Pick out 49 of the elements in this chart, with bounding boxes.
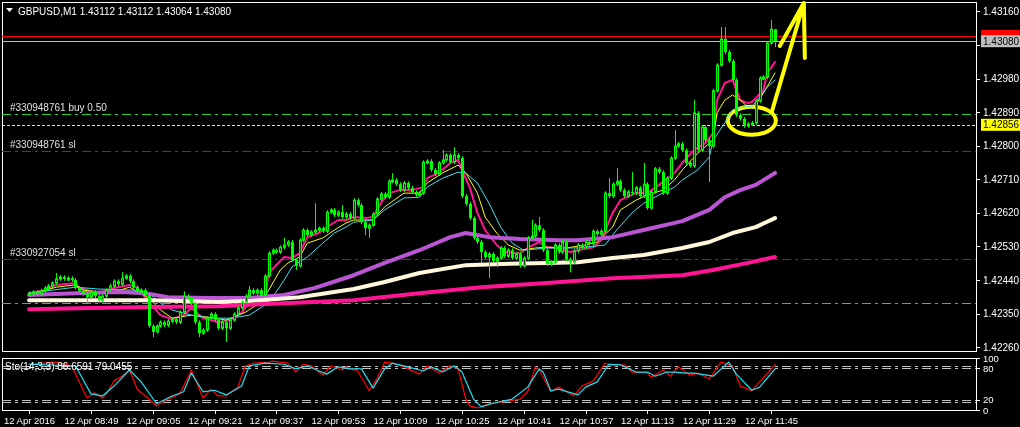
x-tick-label: 12 Apr 08:49 (64, 415, 119, 426)
candlestick (488, 251, 491, 279)
y-tick-label: 100 (983, 352, 999, 364)
candlestick (326, 209, 329, 234)
y-tick-label: 1.42980 (983, 73, 1020, 85)
y-tick-label: 1.42440 (983, 274, 1020, 286)
y-tick-label: 1.42620 (983, 207, 1020, 219)
y-tick-label: 1.43160 (983, 5, 1020, 17)
x-tick-label: 12 Apr 10:25 (435, 415, 490, 426)
ref-line-label: #330948761 buy 0.50 (10, 101, 108, 113)
y-tick-label: 1.42710 (983, 173, 1020, 185)
candlestick (554, 242, 557, 265)
y-tick-label: 20 (983, 394, 994, 406)
candlestick (480, 239, 483, 264)
y-tick-label: 0 (983, 404, 989, 416)
x-tick-label: 12 Apr 09:05 (126, 415, 181, 426)
x-tick-label: 12 Apr 10:41 (497, 415, 552, 426)
candlestick (314, 202, 317, 235)
y-tick-label: 1.42800 (983, 140, 1020, 152)
candlestick (631, 171, 634, 196)
ref-line-label: #330927054 sl (10, 246, 76, 258)
y-tick-label: 1.42890 (983, 106, 1020, 118)
x-tick-label: 12 Apr 10:09 (373, 415, 428, 426)
candlestick (291, 239, 294, 263)
x-tick-label: 12 Apr 09:37 (249, 415, 304, 426)
candlestick (194, 300, 197, 325)
candlestick (662, 169, 665, 196)
y-tick-label: 1.42350 (983, 308, 1020, 320)
ref-line-label: #330948761 sl (10, 138, 76, 150)
y-tick-label: 1.42530 (983, 240, 1020, 252)
candlestick (360, 202, 363, 225)
x-tick-label: 12 Apr 11:45 (744, 415, 799, 426)
x-tick-label: 12 Apr 09:53 (311, 415, 366, 426)
candlestick (353, 197, 356, 221)
x-tick-label: 12 Apr 11:13 (620, 415, 675, 426)
x-tick-label: 12 Apr 10:57 (559, 415, 614, 426)
ref-line-label: 1.43080 (983, 35, 1020, 47)
candlestick (565, 239, 568, 262)
x-tick-label: 12 Apr 09:21 (188, 415, 243, 426)
x-tick-label: 12 Apr 11:29 (682, 415, 737, 426)
x-tick-label: 12 Apr 2016 (3, 415, 56, 426)
candlestick (542, 227, 545, 253)
candlestick (388, 178, 391, 200)
y-tick-label: 1.42260 (983, 341, 1020, 353)
y-tick-label: 80 (983, 362, 994, 374)
candlestick (225, 319, 228, 343)
candlestick (473, 215, 476, 241)
ref-line-label: 1.42856 (983, 119, 1020, 131)
chart-title: GBPUSD,M1 1.43112 1.43112 1.43064 1.43080 (18, 5, 232, 17)
